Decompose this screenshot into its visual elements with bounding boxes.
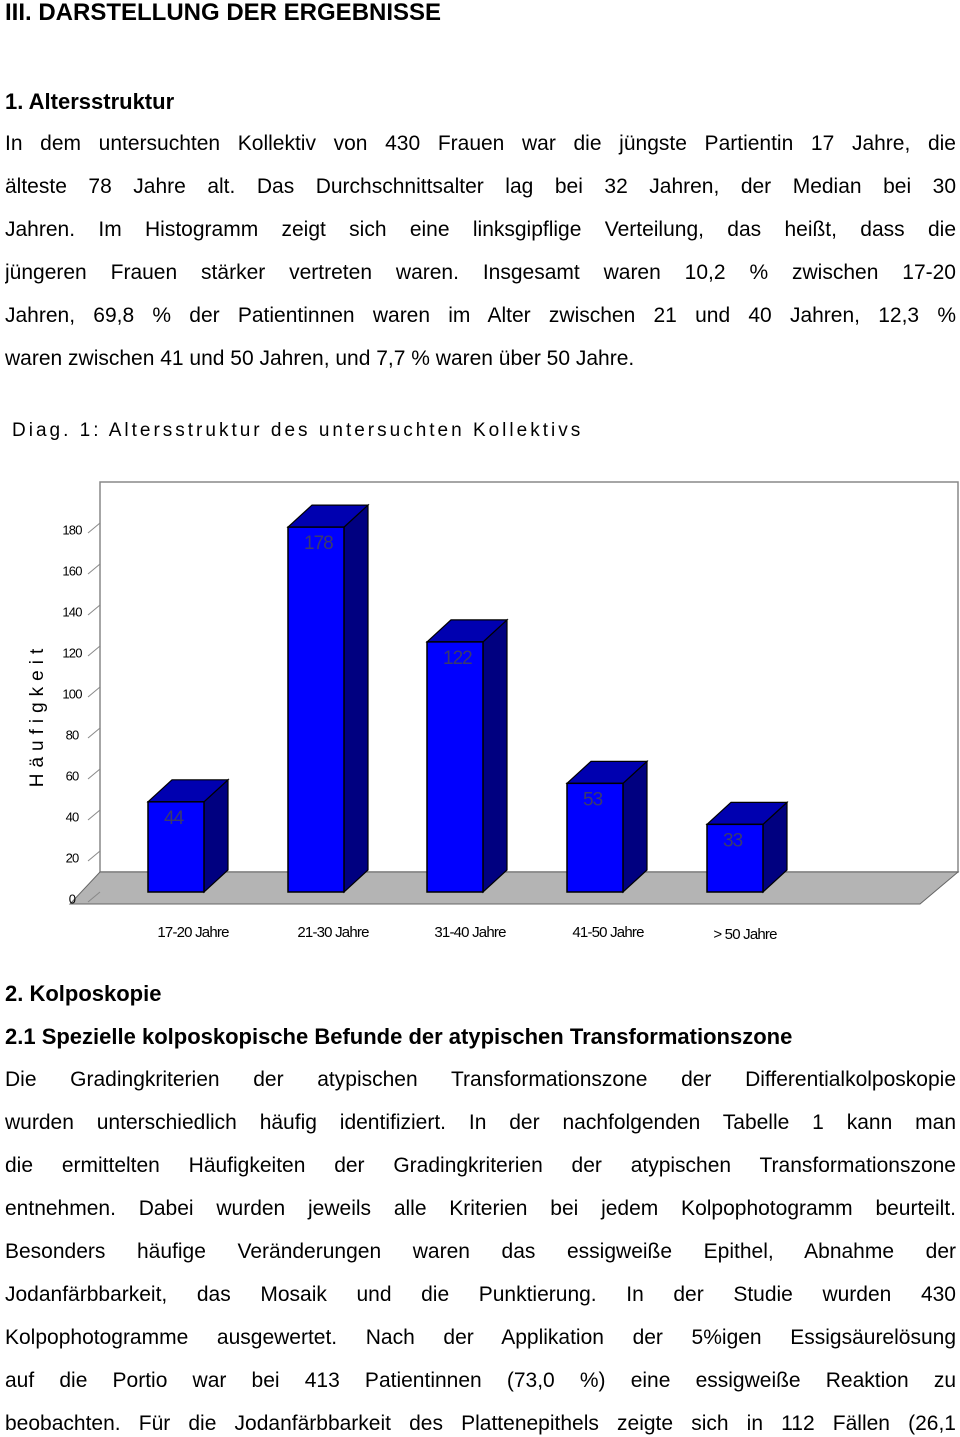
y-tick-label: 40 — [66, 809, 79, 824]
tick-mark — [87, 604, 101, 616]
bar-side — [622, 759, 648, 894]
section-subtitle: 2.1 Spezielle kolposkopische Befunde der… — [5, 1024, 793, 1049]
heading: III. DARSTELLUNG DER ERGEBNISSE — [5, 0, 442, 26]
tick-mark — [87, 645, 101, 657]
x-tick-label: 31-40 Jahre — [434, 924, 506, 941]
text-line: beobachten. Für die Jodanfärbbarkeit des… — [5, 1412, 956, 1435]
x-tick-label: 17-20 Jahre — [157, 924, 229, 941]
text-line: Jahren. Im Histogramm zeigt sich eine li… — [5, 218, 956, 241]
tick-mark — [87, 686, 101, 698]
bar — [287, 526, 345, 893]
section-title: 2. Kolposkopie — [5, 981, 162, 1006]
y-tick-label: 180 — [62, 522, 82, 537]
y-tick-label: 100 — [62, 686, 82, 701]
tick-mark — [87, 563, 101, 575]
bar — [147, 801, 205, 893]
text-line: die ermittelten Häufigkeiten der Grading… — [5, 1154, 956, 1177]
y-tick-label: 60 — [66, 768, 79, 783]
text-line: Kolpophotogramme ausgewertet. Nach der A… — [5, 1326, 956, 1349]
y-tick-label: 0 — [69, 891, 76, 906]
text-line: älteste 78 Jahre alt. Das Durchschnittsa… — [5, 175, 956, 198]
chart-wall — [99, 481, 959, 873]
y-tick-label: 120 — [62, 645, 82, 660]
y-tick-label: 80 — [66, 727, 79, 742]
text-line: waren zwischen 41 und 50 Jahren, und 7,7… — [5, 347, 635, 370]
bar-side — [343, 503, 369, 894]
data-label: 122 — [443, 648, 472, 669]
text-line: Jodanfärbbarkeit, das Mosaik und die Pun… — [5, 1283, 956, 1306]
text-line: Jahren, 69,8 % der Patientinnen waren im… — [5, 304, 956, 327]
text-line: In dem untersuchten Kollektiv von 430 Fr… — [5, 132, 956, 155]
data-label: 178 — [304, 533, 333, 554]
x-tick-label: 41-50 Jahre — [572, 924, 644, 941]
text-line: Besonders häufige Veränderungen waren da… — [5, 1240, 956, 1263]
bar — [566, 782, 624, 893]
x-tick-label: > 50 Jahre — [713, 926, 777, 943]
text-line: Die Gradingkriterien der atypischen Tran… — [5, 1068, 956, 1091]
y-tick-label: 160 — [62, 563, 82, 578]
x-tick-label: 21-30 Jahre — [297, 924, 369, 941]
data-label: 53 — [583, 789, 603, 810]
data-label: 44 — [164, 808, 185, 829]
tick-mark — [87, 891, 101, 903]
text-line: jüngeren Frauen stärker vertreten waren.… — [5, 261, 956, 284]
data-label: 33 — [723, 830, 743, 851]
tick-mark — [87, 727, 101, 739]
text-line: entnehmen. Dabei wurden jeweils alle Kri… — [5, 1197, 956, 1220]
tick-mark — [87, 850, 101, 862]
text-line: auf die Portio war bei 413 Patientinnen … — [5, 1369, 956, 1392]
tick-mark — [87, 768, 101, 780]
section-title: 1. Altersstruktur — [5, 89, 175, 114]
y-tick-label: 20 — [66, 850, 79, 865]
bar — [706, 823, 764, 893]
y-tick-label: 140 — [62, 604, 82, 619]
bar — [426, 641, 484, 893]
text-line: wurden unterschiedlich häufig identifizi… — [5, 1111, 956, 1134]
tick-mark — [87, 522, 101, 534]
chart-title: Diag. 1: Altersstruktur des untersuchten… — [12, 420, 584, 441]
bar-side — [482, 618, 508, 894]
tick-mark — [87, 809, 101, 821]
y-axis-title: Häufigkeit — [27, 643, 48, 788]
